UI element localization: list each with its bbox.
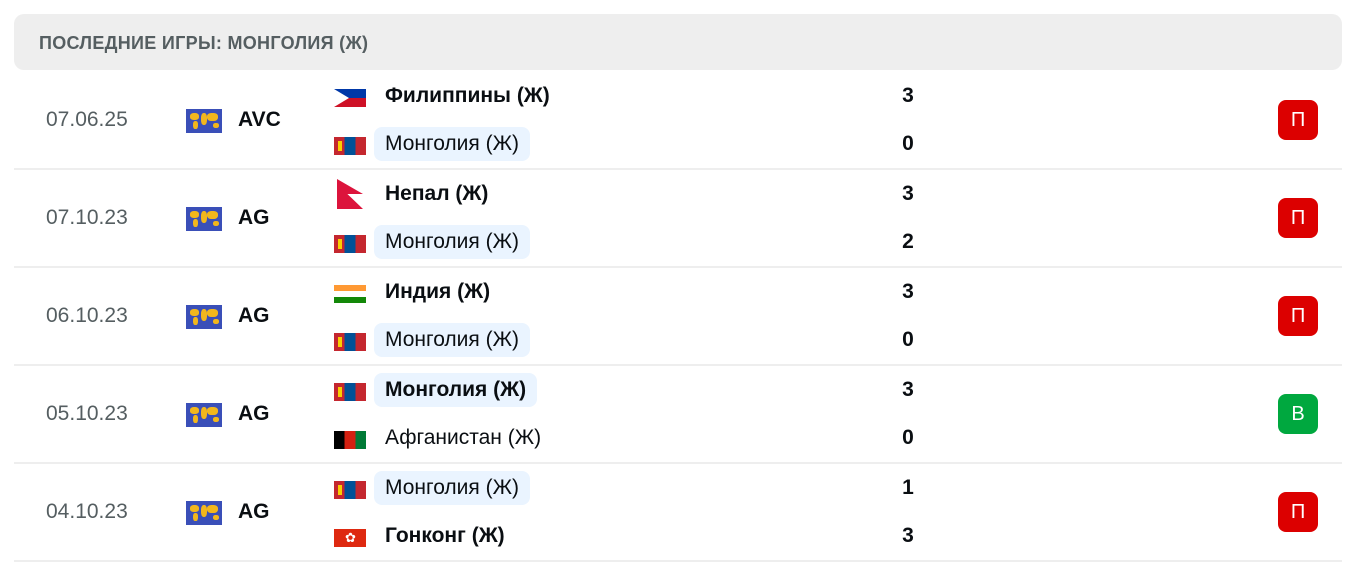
world-map-icon bbox=[186, 207, 222, 231]
team-line[interactable]: Индия (Ж) 3 bbox=[334, 274, 934, 310]
world-map-icon bbox=[186, 109, 222, 133]
match-row[interactable]: 05.10.23 AG Монголия (Ж) 3 Афганистан (Ж… bbox=[14, 366, 1342, 464]
world-map-icon bbox=[186, 403, 222, 427]
team-name[interactable]: Монголия (Ж) bbox=[374, 323, 530, 357]
team-score: 3 bbox=[902, 182, 914, 205]
team-line[interactable]: Гонконг (Ж) 3 bbox=[334, 518, 934, 554]
team-score: 1 bbox=[902, 476, 914, 499]
team-name[interactable]: Индия (Ж) bbox=[385, 280, 491, 303]
team-score: 3 bbox=[902, 84, 914, 107]
team-score: 3 bbox=[902, 524, 914, 547]
team-line[interactable]: Филиппины (Ж) 3 bbox=[334, 78, 934, 114]
result-badge: П bbox=[1278, 198, 1318, 238]
team-score: 0 bbox=[902, 328, 914, 351]
match-date: 07.10.23 bbox=[46, 206, 128, 229]
team-name[interactable]: Филиппины (Ж) bbox=[385, 84, 550, 107]
flag-af-icon bbox=[334, 431, 366, 449]
world-map-icon bbox=[186, 501, 222, 525]
flag-in-icon bbox=[334, 285, 366, 303]
team-line[interactable]: Монголия (Ж) 2 bbox=[334, 224, 934, 260]
flag-mn-icon bbox=[334, 333, 366, 351]
team-name[interactable]: Гонконг (Ж) bbox=[385, 524, 505, 547]
result-badge: В bbox=[1278, 394, 1318, 434]
match-date: 05.10.23 bbox=[46, 402, 128, 425]
match-date: 06.10.23 bbox=[46, 304, 128, 327]
competition-label: AVC bbox=[238, 108, 281, 131]
team-score: 3 bbox=[902, 280, 914, 303]
team-line[interactable]: Непал (Ж) 3 bbox=[334, 176, 934, 212]
competition-label: AG bbox=[238, 304, 270, 327]
team-line[interactable]: Монголия (Ж) 0 bbox=[334, 322, 934, 358]
flag-ph-icon bbox=[334, 89, 366, 107]
team-name[interactable]: Монголия (Ж) bbox=[374, 373, 538, 407]
flag-mn-icon bbox=[334, 137, 366, 155]
match-row[interactable]: 06.10.23 AG Индия (Ж) 3 Монголия (Ж) 0 П bbox=[14, 268, 1342, 366]
team-score: 2 bbox=[902, 230, 914, 253]
result-badge: П bbox=[1278, 100, 1318, 140]
match-date: 07.06.25 bbox=[46, 108, 128, 131]
match-date: 04.10.23 bbox=[46, 500, 128, 523]
team-line[interactable]: Монголия (Ж) 1 bbox=[334, 470, 934, 506]
team-name[interactable]: Монголия (Ж) bbox=[374, 127, 530, 161]
team-score: 0 bbox=[902, 132, 914, 155]
competition-label: AG bbox=[238, 206, 270, 229]
team-line[interactable]: Монголия (Ж) 3 bbox=[334, 372, 934, 408]
result-badge: П bbox=[1278, 492, 1318, 532]
world-map-icon bbox=[186, 305, 222, 329]
competition-label: AG bbox=[238, 500, 270, 523]
section-header: ПОСЛЕДНИЕ ИГРЫ: МОНГОЛИЯ (Ж) bbox=[14, 14, 1342, 70]
match-row[interactable]: 04.10.23 AG Монголия (Ж) 1 Гонконг (Ж) 3… bbox=[14, 464, 1342, 562]
team-line[interactable]: Монголия (Ж) 0 bbox=[334, 126, 934, 162]
flag-mn-icon bbox=[334, 235, 366, 253]
team-score: 3 bbox=[902, 378, 914, 401]
flag-hk-icon bbox=[334, 529, 366, 547]
match-row[interactable]: 07.10.23 AG Непал (Ж) 3 Монголия (Ж) 2 П bbox=[14, 170, 1342, 268]
team-score: 0 bbox=[902, 426, 914, 449]
team-line[interactable]: Афганистан (Ж) 0 bbox=[334, 420, 934, 456]
flag-np-icon bbox=[337, 179, 363, 209]
flag-mn-icon bbox=[334, 383, 366, 401]
team-name[interactable]: Непал (Ж) bbox=[385, 182, 489, 205]
competition-label: AG bbox=[238, 402, 270, 425]
section-title: ПОСЛЕДНИЕ ИГРЫ: МОНГОЛИЯ (Ж) bbox=[39, 33, 369, 53]
team-name[interactable]: Монголия (Ж) bbox=[374, 225, 530, 259]
team-name[interactable]: Афганистан (Ж) bbox=[385, 426, 542, 449]
flag-mn-icon bbox=[334, 481, 366, 499]
result-badge: П bbox=[1278, 296, 1318, 336]
match-row[interactable]: 07.06.25 AVC Филиппины (Ж) 3 Монголия (Ж… bbox=[14, 72, 1342, 170]
team-name[interactable]: Монголия (Ж) bbox=[374, 471, 530, 505]
